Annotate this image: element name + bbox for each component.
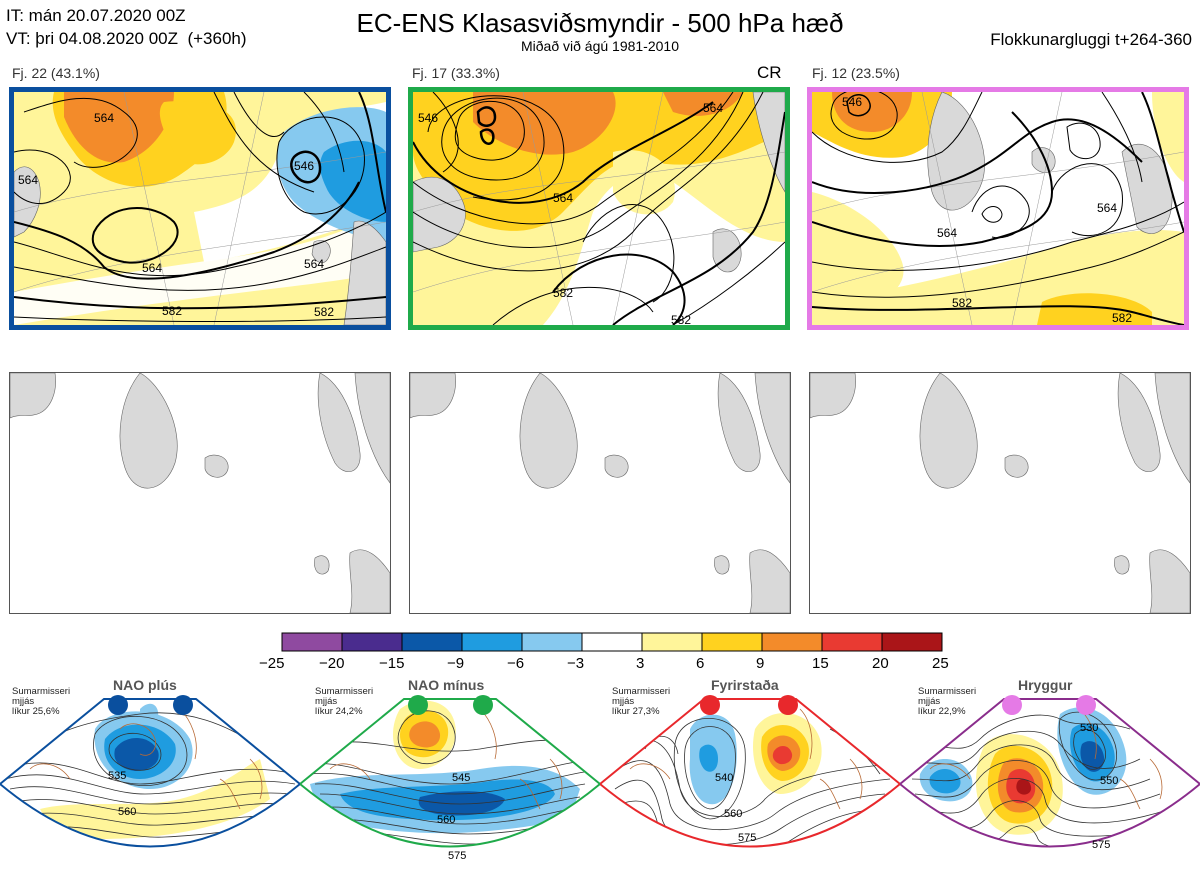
regime-dot <box>108 695 128 715</box>
colorbar-swatch <box>341 632 403 652</box>
cluster-3-label: Fj. 12 (23.5%) <box>812 65 900 81</box>
colorbar-tick: 3 <box>636 655 645 672</box>
cluster-2-contour-label: 546 <box>418 111 438 125</box>
colorbar-swatch <box>821 632 883 652</box>
classification-window: Flokkunargluggi t+264-360 <box>990 30 1192 49</box>
regime-dot <box>473 695 493 715</box>
anomaly-colorbar <box>281 632 944 657</box>
colorbar-tick: −3 <box>567 655 585 672</box>
regime-nao-minus: Sumarmisseri mjjás líkur 24,2% NAO mínus <box>300 675 600 871</box>
regime-contour-label: 550 <box>1100 775 1118 787</box>
regime-blocking: Sumarmisseri mjjás líkur 27,3% Fyrirstaða <box>600 675 900 871</box>
regime-note: Sumarmisseri mjjás líkur 24,2% <box>315 686 374 717</box>
regime-dot <box>173 695 193 715</box>
cluster-1-contour-label: 582 <box>314 305 334 319</box>
colorbar-swatch <box>281 632 343 652</box>
colorbar-swatch <box>581 632 643 652</box>
colorbar-tick: 20 <box>872 655 889 672</box>
regime-dot <box>1002 695 1022 715</box>
cluster-2-contour-label: 582 <box>671 313 691 325</box>
colorbar-tick: 9 <box>756 655 765 672</box>
colorbar-tick: 25 <box>932 655 949 672</box>
blank-map-2 <box>409 372 791 614</box>
regime-dot <box>700 695 720 715</box>
cluster-2-label: Fj. 17 (33.3%) <box>412 65 500 81</box>
regime-contour-label: 530 <box>1080 722 1098 734</box>
regime-contour-label: 575 <box>738 832 756 844</box>
regime-dot <box>1076 695 1096 715</box>
colorbar-tick: 15 <box>812 655 829 672</box>
colorbar-tick: −15 <box>379 655 405 672</box>
regime-contour-label: 540 <box>715 772 733 784</box>
regime-contour-label: 575 <box>1092 839 1110 851</box>
init-time: IT: mán 20.07.2020 00Z <box>6 6 186 25</box>
page-title: EC-ENS Klasasviðsmyndir - 500 hPa hæð <box>356 8 844 38</box>
colorbar-swatch <box>881 632 943 652</box>
cluster-1-contour-label: 546 <box>294 159 314 173</box>
colorbar-tick: −9 <box>447 655 465 672</box>
regime-note: Sumarmisseri mjjás líkur 27,3% <box>612 686 671 717</box>
colorbar-swatch <box>461 632 523 652</box>
regime-title: Hryggur <box>1018 677 1073 693</box>
regime-title: NAO plús <box>113 677 177 693</box>
page-subtitle: Miðað við ágú 1981-2010 <box>520 38 679 54</box>
valid-time: VT: þri 04.08.2020 00Z (+360h) <box>6 29 247 48</box>
colorbar-tick: −25 <box>259 655 285 672</box>
colorbar-swatch <box>701 632 763 652</box>
cluster-2-tag: CR <box>757 63 782 82</box>
cluster-2-contour-label: 564 <box>703 101 723 115</box>
cluster-1-contour-label: 564 <box>18 173 38 187</box>
cluster-3-contour-label: 546 <box>842 95 862 109</box>
cluster-3-contour-label: 564 <box>1097 201 1117 215</box>
cluster-1-contour-label: 564 <box>304 257 324 271</box>
cluster-3-contour-label: 564 <box>937 226 957 240</box>
regime-contour-label: 545 <box>452 772 470 784</box>
regime-ridge: Sumarmisseri mjjás líkur 22,9% Hryggur <box>900 675 1200 871</box>
cluster-1-contour-label: 582 <box>162 304 182 318</box>
regime-note: Sumarmisseri mjjás líkur 25,6% <box>12 686 71 717</box>
regime-contour-label: 560 <box>437 814 455 826</box>
regime-note: Sumarmisseri mjjás líkur 22,9% <box>918 686 977 717</box>
regime-contour-label: 535 <box>108 770 126 782</box>
regime-title: NAO mínus <box>408 677 485 693</box>
regime-contour-label: 575 <box>448 850 466 862</box>
colorbar-swatch <box>401 632 463 652</box>
cluster-2-contour-label: 564 <box>553 191 573 205</box>
blank-map-3 <box>809 372 1191 614</box>
cluster-2-contour-label: 582 <box>553 286 573 300</box>
colorbar-tick: −6 <box>507 655 525 672</box>
regime-nao-plus: Sumarmisseri mjjás líkur 25,6% NAO plús <box>0 675 300 871</box>
cluster-3-contour-label: 582 <box>952 296 972 310</box>
colorbar-tick: 6 <box>696 655 705 672</box>
cluster-1-label: Fj. 22 (43.1%) <box>12 65 100 81</box>
colorbar-swatch <box>761 632 823 652</box>
colorbar-swatch <box>521 632 583 652</box>
regime-dot <box>408 695 428 715</box>
colorbar-swatch <box>641 632 703 652</box>
blank-map-1 <box>9 372 391 614</box>
cluster-1-contour-label: 564 <box>94 111 114 125</box>
cluster-map-3: 546 564 564 582 582 <box>807 87 1189 330</box>
cluster-map-1: 564 564 564 546 564 582 582 <box>9 87 391 330</box>
cluster-3-contour-label: 582 <box>1112 311 1132 325</box>
regime-contour-label: 560 <box>118 806 136 818</box>
run-info: IT: mán 20.07.2020 00Z VT: þri 04.08.2020… <box>6 4 247 50</box>
colorbar-ticks: −25 −20 −15 −9 −6 −3 3 6 9 15 20 25 <box>0 655 1200 675</box>
regime-contour-label: 560 <box>724 808 742 820</box>
regime-dot <box>778 695 798 715</box>
cluster-map-2: 546 564 564 582 582 <box>408 87 790 330</box>
cluster-1-contour-label: 564 <box>142 261 162 275</box>
regime-title: Fyrirstaða <box>711 677 779 693</box>
colorbar-tick: −20 <box>319 655 345 672</box>
